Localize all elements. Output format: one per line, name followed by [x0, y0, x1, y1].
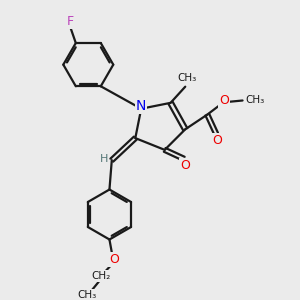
Text: O: O — [109, 253, 119, 266]
Text: CH₃: CH₃ — [78, 290, 97, 300]
Text: CH₂: CH₂ — [91, 271, 110, 281]
Text: F: F — [67, 15, 74, 28]
Text: N: N — [136, 99, 146, 113]
Text: H: H — [99, 154, 108, 164]
Text: O: O — [219, 94, 229, 107]
Text: CH₃: CH₃ — [245, 95, 265, 106]
Text: O: O — [213, 134, 223, 147]
Text: CH₃: CH₃ — [177, 74, 197, 83]
Text: O: O — [180, 159, 190, 172]
